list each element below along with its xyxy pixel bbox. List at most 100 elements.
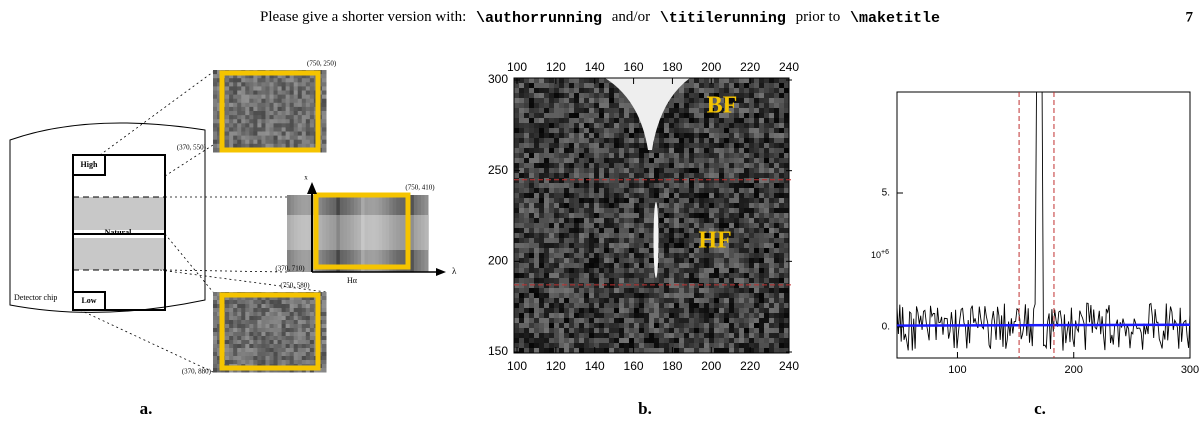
pixel (769, 173, 775, 179)
pixel (269, 356, 275, 361)
pixel (293, 308, 299, 313)
pixel (297, 320, 303, 325)
pixel (734, 108, 740, 114)
pixel (714, 188, 720, 194)
pixel (629, 303, 635, 309)
pixel (569, 83, 575, 89)
pixel (694, 323, 700, 329)
pixel (644, 293, 650, 299)
pixel (579, 113, 585, 119)
pixel (769, 303, 775, 309)
pixel (729, 288, 735, 294)
pixel (759, 193, 765, 199)
pixel (549, 88, 555, 94)
pixel (579, 118, 585, 124)
pixel (609, 168, 615, 174)
pixel (634, 328, 640, 334)
pixel (321, 123, 327, 128)
pixel (569, 338, 575, 344)
pixel (539, 223, 545, 229)
pixel (539, 313, 545, 319)
pixel (714, 308, 720, 314)
pixel (539, 258, 545, 264)
pixel (549, 328, 555, 334)
pixel (529, 118, 535, 124)
pixel (639, 183, 645, 189)
pixel (285, 336, 291, 341)
spectrum-column (318, 195, 323, 272)
pixel (624, 348, 630, 354)
pixel (261, 90, 266, 96)
pixel (749, 323, 755, 329)
pixel (674, 318, 680, 324)
pixel (739, 218, 745, 224)
pixel (684, 163, 690, 169)
pixel (689, 213, 695, 219)
pixel (584, 343, 590, 349)
pixel (744, 78, 750, 84)
pixel (249, 131, 254, 137)
pixel (277, 139, 283, 145)
pixel (734, 248, 740, 254)
pixel (305, 131, 311, 137)
pixel (544, 338, 550, 344)
pixel (534, 153, 540, 159)
pixel (709, 323, 715, 329)
pixel (779, 118, 785, 124)
pixel (554, 223, 560, 229)
pixel (614, 213, 620, 219)
pixel (784, 213, 790, 219)
pixel (604, 98, 610, 104)
pixel (589, 318, 595, 324)
pixel (277, 115, 283, 120)
pixel (744, 248, 750, 254)
spectrum-column (325, 195, 330, 272)
pixel (604, 323, 610, 329)
pixel (257, 143, 262, 149)
pixel (649, 313, 655, 319)
pixel (289, 111, 295, 116)
pixel (579, 313, 585, 319)
pixel (679, 343, 685, 349)
pixel (241, 312, 246, 317)
pixel (704, 238, 710, 244)
pixel (225, 94, 230, 100)
pixel (709, 238, 715, 244)
pixel (639, 273, 645, 279)
pixel (261, 127, 266, 132)
baseline-fit (896, 323, 1191, 327)
pixel (594, 323, 600, 329)
pixel (659, 293, 665, 299)
pixel (217, 348, 222, 353)
pixel (285, 123, 291, 128)
pixel (669, 293, 675, 299)
pixel (649, 278, 655, 284)
pixel (674, 243, 680, 249)
pixel (549, 148, 555, 154)
pixel (604, 133, 610, 139)
pixel (584, 98, 590, 104)
pixel (594, 153, 600, 159)
pixel (769, 148, 775, 154)
pixel (281, 336, 287, 341)
pixel (634, 318, 640, 324)
pixel (639, 163, 645, 169)
pixel (779, 113, 785, 119)
pixel (754, 348, 760, 354)
x-tick-label: 240 (779, 359, 799, 373)
spectrum-column (294, 195, 299, 272)
pixel (599, 288, 605, 294)
pixel (554, 198, 560, 204)
pixel (261, 340, 266, 345)
pixel (524, 283, 530, 289)
pixel (599, 193, 605, 199)
pixel (245, 328, 250, 333)
pixel (569, 103, 575, 109)
pixel (694, 338, 700, 344)
pixel (719, 158, 725, 164)
pixel (514, 118, 520, 124)
pixel (659, 238, 665, 244)
pixel (734, 128, 740, 134)
pixel (589, 103, 595, 109)
pixel (539, 338, 545, 344)
